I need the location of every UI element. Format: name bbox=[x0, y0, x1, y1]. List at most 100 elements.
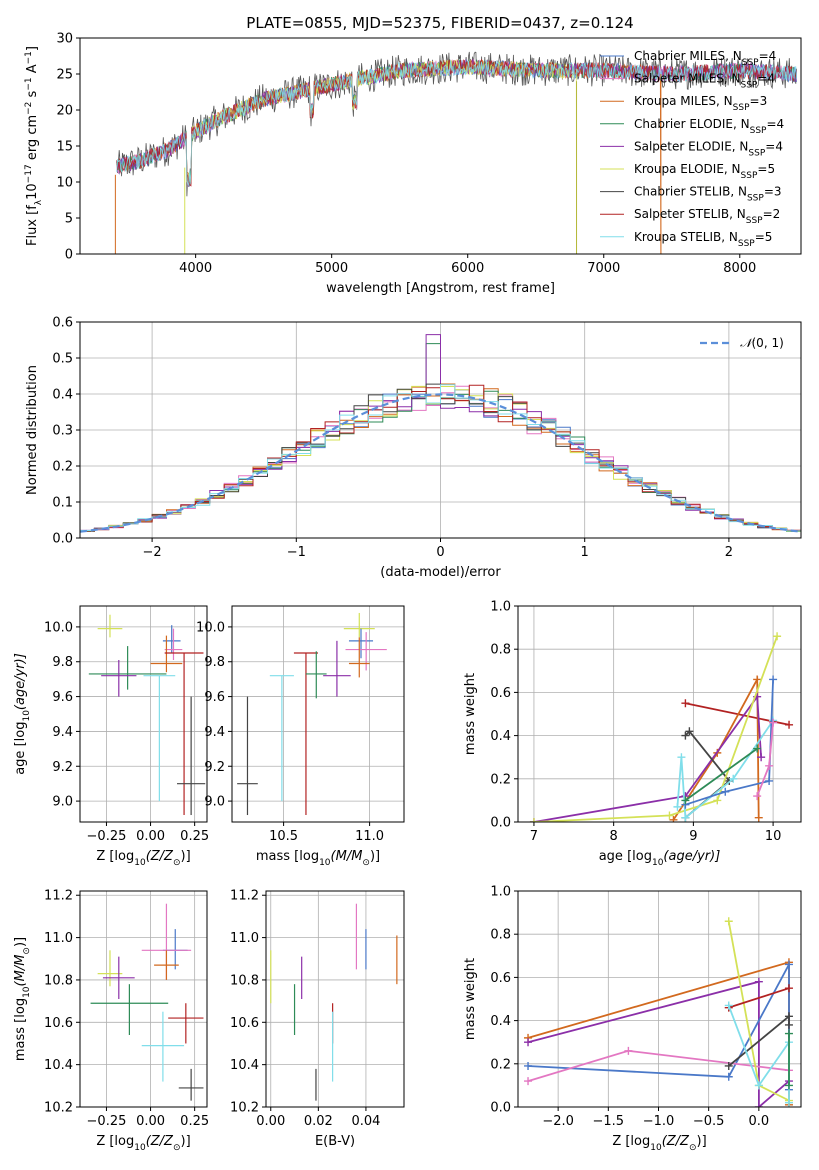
x-tick-label: 0.25 bbox=[180, 1114, 209, 1129]
y-tick-label: 0.6 bbox=[490, 971, 511, 986]
y-axis-label: Flux [fλ10−17 erg cm−2 s−1 A−1] bbox=[24, 46, 44, 246]
weight-series-line bbox=[684, 747, 758, 802]
plot-content bbox=[80, 334, 801, 538]
y-tick-label: 9.0 bbox=[52, 795, 73, 810]
weight-series bbox=[524, 977, 793, 1107]
x-tick-label: 0.0 bbox=[749, 1114, 770, 1129]
y-tick-label: 10.0 bbox=[196, 620, 225, 635]
y-tick-label: 0.2 bbox=[52, 460, 73, 475]
weight-point-marker bbox=[677, 753, 686, 762]
axes-border bbox=[265, 890, 405, 1108]
spectrum-panel: 4000 5000 6000 7000 8000 0 5 10 15 20 25 30 waveleng… bbox=[24, 32, 802, 296]
axes-frame: 7 8 9 10 0.0 0.2 0.4 0.6 0.8 1.0 bbox=[490, 600, 802, 844]
figure-title: PLATE=0855, MJD=52375, FIBERID=0437, z=0… bbox=[246, 14, 633, 32]
weight-point-marker bbox=[721, 787, 730, 796]
legend-entry: Kroupa ELODIE, NSSP=5 bbox=[634, 162, 775, 181]
weight-series bbox=[753, 718, 778, 801]
errorbar-point bbox=[154, 950, 179, 980]
x-tick-label: 6000 bbox=[451, 261, 484, 276]
x-tick-label: 0.02 bbox=[304, 1114, 333, 1129]
y-tick-label: 10.8 bbox=[230, 973, 259, 988]
weight-point-marker bbox=[754, 1103, 763, 1107]
residuals-panel: −2 −1 0 1 2 0.0 0.1 0.2 0.3 0.4 0.5 0.6 𝒩(0, 1) (data… bbox=[25, 316, 802, 580]
x-tick-label: 0.04 bbox=[351, 1114, 380, 1129]
legend: Chabrier MILES, NSSP=4 Salpeter MILES, NS… bbox=[600, 49, 784, 249]
x-tick-label: −0.25 bbox=[87, 1114, 127, 1129]
weight-point-marker bbox=[624, 1046, 633, 1055]
axes-frame: −2 −1 0 1 2 0.0 0.1 0.2 0.3 0.4 0.5 0.6 bbox=[52, 316, 802, 560]
weight-series-line bbox=[685, 679, 774, 806]
errorbar-point bbox=[178, 1068, 204, 1101]
legend-entry: Chabrier MILES, NSSP=4 bbox=[634, 49, 776, 68]
y-tick-label: 0.4 bbox=[490, 1014, 511, 1029]
weight-point-marker bbox=[524, 1077, 533, 1086]
x-axis-label: wavelength [Angstrom, rest frame] bbox=[326, 281, 555, 296]
x-axis-label: Z [log10(Z/Z⊙)] bbox=[96, 1134, 190, 1153]
weight-point-marker bbox=[753, 792, 762, 801]
y-tick-label: 0.6 bbox=[52, 316, 73, 331]
y-tick-label: 0.5 bbox=[52, 352, 73, 367]
weight-series bbox=[724, 1012, 793, 1070]
mass-vs-metallicity-panel: −0.25 0.00 0.25 10.2 10.4 10.6 10.8 11.0 11.2 Z [… bbox=[13, 889, 209, 1153]
y-tick-label: 10.0 bbox=[44, 620, 73, 635]
errorbar-point bbox=[101, 660, 137, 697]
y-tick-label: 1.0 bbox=[490, 600, 511, 615]
y-tick-label: 9.0 bbox=[204, 795, 225, 810]
reference-gaussian-curve bbox=[80, 393, 801, 533]
legend-entry: Salpeter ELODIE, NSSP=4 bbox=[634, 139, 783, 158]
reference-legend-label: 𝒩(0, 1) bbox=[740, 336, 784, 350]
weight-point-marker bbox=[713, 796, 722, 805]
x-tick-label: 10.5 bbox=[269, 829, 298, 844]
weight-series bbox=[524, 1046, 793, 1086]
x-tick-label: 5000 bbox=[315, 261, 348, 276]
y-tick-label: 30 bbox=[56, 32, 73, 47]
x-tick-label: 2 bbox=[725, 545, 733, 560]
x-tick-label: 0.00 bbox=[256, 1114, 285, 1129]
plot-content bbox=[90, 903, 204, 1101]
weight-point-marker bbox=[524, 1038, 533, 1047]
y-tick-label: 0.0 bbox=[52, 532, 73, 547]
errorbar-point bbox=[168, 1003, 204, 1044]
errorbar-point bbox=[177, 696, 206, 816]
axes-border bbox=[79, 890, 208, 1108]
errorbar-point bbox=[343, 612, 375, 638]
y-tick-label: 0.1 bbox=[52, 496, 73, 511]
errorbar-point bbox=[141, 1011, 185, 1082]
x-tick-label: −0.25 bbox=[87, 829, 127, 844]
y-axis-label: mass weight bbox=[463, 673, 478, 755]
weight-point-marker bbox=[729, 774, 738, 783]
errorbar-point bbox=[293, 652, 318, 816]
y-tick-label: 10.2 bbox=[230, 1101, 259, 1116]
errorbar-point bbox=[305, 651, 327, 699]
weight-point-marker bbox=[765, 776, 774, 785]
spectrum-line-7 bbox=[185, 59, 577, 254]
x-tick-label: −1 bbox=[287, 545, 306, 560]
weight-point-marker bbox=[681, 731, 690, 740]
errorbar-point bbox=[143, 675, 176, 802]
weight-point-marker bbox=[754, 977, 763, 986]
y-tick-label: 10.8 bbox=[44, 973, 73, 988]
y-tick-label: 9.6 bbox=[204, 690, 225, 705]
x-tick-label: 7 bbox=[530, 829, 538, 844]
weight-point-marker bbox=[784, 1081, 793, 1090]
weight-point-marker bbox=[724, 1001, 733, 1010]
y-axis-label: age [log10(age/yr)] bbox=[13, 653, 32, 775]
errorbar-point bbox=[162, 625, 181, 654]
weight-series bbox=[673, 716, 778, 822]
x-axis-label: Z [log10(Z/Z⊙)] bbox=[96, 849, 190, 868]
weight-point-marker bbox=[773, 632, 782, 641]
legend-entry: Chabrier STELIB, NSSP=3 bbox=[634, 185, 782, 204]
spectrum-line-4 bbox=[124, 59, 662, 254]
errorbar-point bbox=[164, 628, 183, 660]
plot-content bbox=[88, 614, 206, 816]
weight-point-marker bbox=[681, 813, 690, 822]
axes-frame: 10.5 11.0 9.0 9.2 9.4 9.6 9.8 10.0 bbox=[196, 605, 405, 844]
x-tick-label: 8 bbox=[610, 829, 618, 844]
errorbar-point bbox=[348, 637, 370, 678]
legend-entry: Kroupa MILES, NSSP=3 bbox=[634, 94, 767, 113]
weight-point-marker bbox=[529, 818, 538, 822]
y-tick-label: 20 bbox=[56, 104, 73, 119]
errorbar-point bbox=[90, 984, 169, 1035]
errorbar-point bbox=[237, 696, 258, 816]
axes-frame: −0.25 0.00 0.25 9.0 9.2 9.4 9.6 9.8 10.0 bbox=[44, 605, 209, 844]
